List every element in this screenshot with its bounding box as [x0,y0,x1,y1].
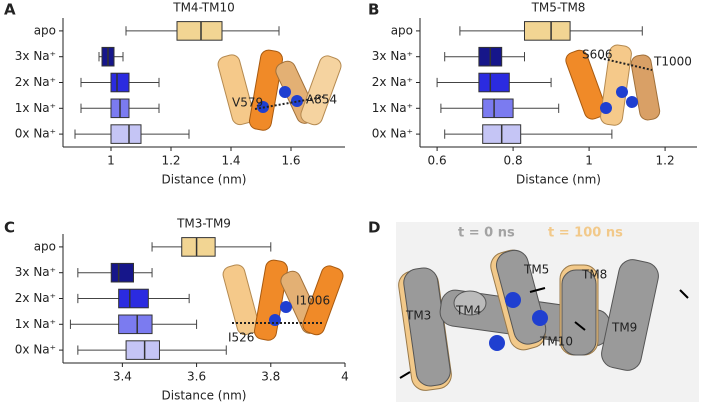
category-label: apo [34,23,56,37]
panel-label: C [4,219,15,237]
helix-label: TM4 [455,304,481,318]
category-label: 0x Na⁺ [15,343,56,357]
x-tick-label: 1.2 [161,154,180,168]
x-axis-label: Distance (nm) [516,173,601,187]
panel-label: B [368,1,379,19]
category-label: 1x Na⁺ [15,317,56,331]
category-label: 2x Na⁺ [15,291,56,305]
category-label: 2x Na⁺ [15,75,56,89]
category-label: 0x Na⁺ [15,127,56,141]
category-label: 3x Na⁺ [15,265,56,279]
box [110,72,130,93]
box [482,98,514,119]
box [478,72,510,93]
x-tick-label: 4 [341,370,349,384]
residue-label: I526 [228,331,254,345]
category-label: 3x Na⁺ [15,49,56,63]
category-label: 3x Na⁺ [372,49,413,63]
x-tick-label: 1 [107,154,115,168]
x-tick-label: 1.4 [221,154,240,168]
residue-label: S606 [582,48,613,62]
residue-label: I1006 [296,294,330,308]
chart-title: TM4-TM10 [172,1,235,15]
box [110,124,142,144]
x-axis-label: Distance (nm) [162,173,247,187]
chart-title: TM5-TM8 [531,1,586,15]
legend-t0: t = 0 ns [458,226,515,241]
x-tick-label: 1.6 [281,154,300,168]
x-tick-label: 3.6 [187,370,206,384]
panel-label: A [4,1,16,19]
residue-label: V579 [232,96,263,110]
x-tick-label: 3.8 [261,370,280,384]
helix-label: TM10 [539,335,573,349]
x-tick-label: 0.8 [504,154,523,168]
chart-title: TM3-TM9 [176,217,231,231]
box [125,340,160,360]
helix-label: TM3 [405,309,431,323]
panel-d [396,222,699,402]
box [176,21,223,41]
x-axis-label: Distance (nm) [162,389,247,403]
x-tick-label: 1.2 [656,154,675,168]
x-tick-label: 0.6 [428,154,447,168]
legend-t100: t = 100 ns [548,226,623,241]
category-label: 0x Na⁺ [372,127,413,141]
category-label: apo [34,239,56,253]
x-tick-label: 3.4 [113,370,132,384]
helix-label: TM9 [611,321,637,335]
category-label: apo [391,23,413,37]
box [118,314,153,335]
category-label: 1x Na⁺ [372,101,413,115]
residue-label: A854 [306,93,337,107]
box [118,288,149,309]
category-label: 2x Na⁺ [372,75,413,89]
panel-label: D [368,219,380,237]
structure-a [217,49,342,131]
box [181,237,216,257]
structure-c [222,259,344,341]
residue-label: T1000 [653,55,692,69]
box [110,262,134,283]
category-label: 1x Na⁺ [15,101,56,115]
structure-b [565,44,661,126]
x-tick-label: 1 [585,154,593,168]
helix-label: TM8 [581,268,607,282]
helix-label: TM5 [523,263,549,277]
box [523,21,571,41]
